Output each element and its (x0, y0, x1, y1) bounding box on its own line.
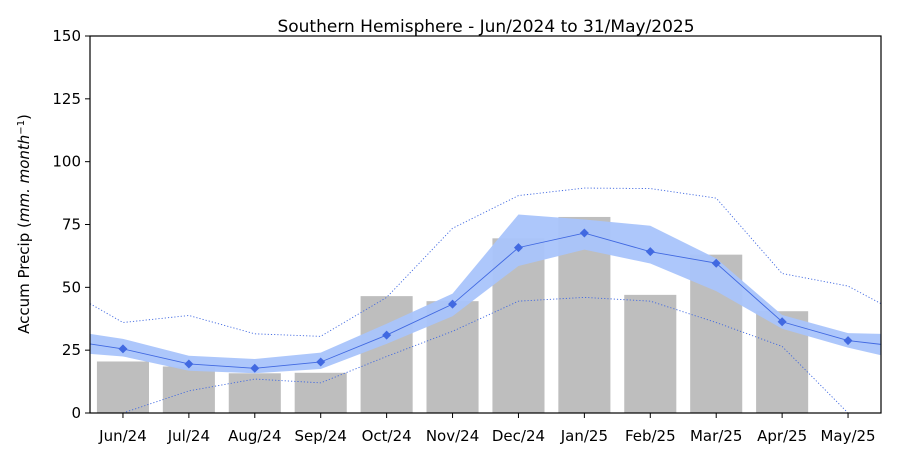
x-tick-label: Sep/24 (294, 427, 346, 445)
x-tick-label: Nov/24 (426, 427, 479, 445)
y-tick-label: 150 (52, 27, 81, 45)
mean-marker-aug-24 (250, 363, 260, 373)
x-tick-label: May/25 (820, 427, 875, 445)
y-axis-label: Accum Precip (mm. month−1) (15, 114, 33, 334)
dotted-upper-envelope (90, 187, 881, 337)
bar-sep-24 (294, 372, 347, 413)
mean-marker-jun-24 (118, 344, 128, 354)
bar-aug-24 (228, 373, 281, 413)
x-tick-label: Jul/24 (167, 427, 210, 445)
bar-oct-24 (360, 296, 413, 413)
mean-line (90, 232, 881, 369)
x-tick-label: Aug/24 (228, 427, 281, 445)
dotted-lower-envelope (122, 296, 849, 413)
mean-marker-sep-24 (316, 357, 326, 367)
y-axis-label-main: Accum Precip ( (15, 222, 33, 334)
mean-marker-mar-25 (711, 258, 721, 268)
mean-marker-apr-25 (777, 317, 787, 327)
y-axis-label-unit: mm. month (15, 135, 33, 222)
x-tick-label: Jan/25 (560, 427, 608, 445)
y-tick-label: 0 (71, 404, 81, 422)
x-tick-label: Jun/24 (98, 427, 147, 445)
mean-marker-oct-24 (382, 330, 392, 340)
y-tick-label: 25 (62, 341, 81, 359)
uncertainty-band (90, 214, 881, 374)
y-axis-label-close: ) (15, 114, 33, 120)
x-tick-label: Dec/24 (492, 427, 545, 445)
y-tick-label: 75 (62, 216, 81, 234)
bar-jul-24 (162, 366, 215, 413)
bar-feb-25 (624, 294, 677, 413)
mean-marker-jul-24 (184, 359, 194, 369)
y-tick-label: 100 (52, 153, 81, 171)
y-axis-label-exponent: −1 (16, 120, 27, 135)
x-tick-label: Apr/25 (757, 427, 807, 445)
mean-marker-feb-25 (645, 247, 655, 257)
bar-jun-24 (96, 361, 149, 413)
mean-marker-dec-24 (513, 243, 523, 253)
chart-title: Southern Hemisphere - Jun/2024 to 31/May… (277, 17, 694, 37)
mean-marker-may-25 (843, 336, 853, 346)
y-tick-label: 50 (62, 278, 81, 296)
x-tick-label: Oct/24 (362, 427, 412, 445)
mean-marker-jan-25 (579, 228, 589, 238)
mean-marker-nov-24 (448, 299, 458, 309)
y-tick-label: 125 (52, 90, 81, 108)
plot-area (90, 187, 881, 413)
x-tick-label: Feb/25 (625, 427, 676, 445)
x-tick-label: Mar/25 (690, 427, 742, 445)
